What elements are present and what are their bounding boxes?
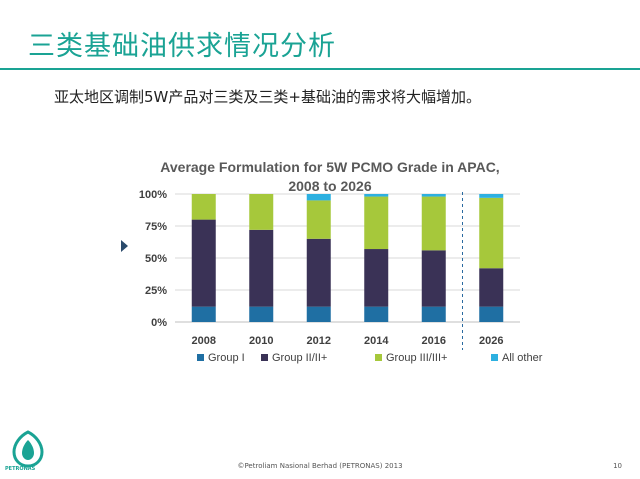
bar-group-i-2010	[249, 306, 274, 322]
x-tick-label: 2014	[364, 335, 389, 347]
bar-all-other-2016	[421, 194, 446, 197]
bar-group-iii-iii--2014	[364, 196, 389, 250]
footer-copyright: ©Petroliam Nasional Berhad (PETRONAS) 20…	[237, 462, 403, 470]
legend-label: All other	[502, 352, 543, 364]
bar-group-iii-iii--2012	[306, 200, 331, 239]
chart-legend: Group I Group II/II+ Group III/III+ All oth…	[197, 352, 543, 364]
bar-group-iii-iii--2016	[421, 196, 446, 251]
title-underline	[0, 68, 640, 70]
bar-group-ii-ii--2008	[191, 219, 216, 307]
bar-series	[191, 194, 504, 322]
x-tick-label: 2010	[249, 335, 273, 347]
chart-title-line-2: 2008 to 2026	[288, 178, 371, 194]
legend-label: Group III/III+	[386, 352, 447, 364]
bar-group-iii-iii--2010	[249, 194, 274, 230]
bar-group-i-2026	[479, 306, 504, 322]
chart-title-line-1: Average Formulation for 5W PCMO Grade in…	[160, 159, 499, 175]
bar-group-ii-ii--2010	[249, 229, 274, 307]
page-number: 10	[613, 462, 622, 470]
slide-title: 三类基础油供求情况分析	[28, 31, 336, 62]
chart-gridlines	[175, 193, 520, 323]
x-tick-label: 2012	[307, 335, 331, 347]
bar-group-i-2012	[306, 306, 331, 322]
x-tick-label: 2026	[479, 335, 503, 347]
bar-group-i-2014	[364, 306, 389, 322]
bar-group-ii-ii--2012	[306, 238, 331, 307]
petronas-logo-icon	[12, 430, 44, 468]
x-axis: 2008 2010 2012 2014 2016 2026	[192, 192, 503, 350]
logo-wordmark: PETRONAS	[5, 466, 36, 472]
x-tick-label: 2016	[422, 335, 446, 347]
y-axis: 0% 25% 50% 75% 100%	[139, 189, 520, 329]
bullet-arrow-icon	[121, 240, 128, 252]
bar-group-i-2008	[191, 306, 216, 322]
bar-all-other-2014	[364, 194, 389, 197]
bar-all-other-2026	[479, 194, 504, 198]
legend-label: Group I	[208, 352, 245, 364]
y-tick-label: 50%	[145, 253, 167, 265]
bar-all-other-2012	[306, 194, 331, 201]
bar-group-i-2016	[421, 306, 446, 322]
legend-swatch	[261, 354, 268, 361]
bar-group-iii-iii--2026	[479, 197, 504, 269]
bar-group-ii-ii--2014	[364, 249, 389, 307]
slide-subtitle: 亚太地区调制5W产品对三类及三类+基础油的需求将大幅增加。	[54, 88, 481, 106]
legend-swatch	[197, 354, 204, 361]
bar-group-iii-iii--2008	[191, 194, 216, 220]
y-tick-label: 75%	[145, 221, 167, 233]
y-tick-label: 25%	[145, 285, 167, 297]
bar-group-ii-ii--2026	[479, 268, 504, 307]
legend-label: Group II/II+	[272, 352, 327, 364]
y-tick-label: 100%	[139, 189, 167, 201]
x-tick-label: 2008	[192, 335, 216, 347]
y-tick-label: 0%	[151, 317, 167, 329]
legend-swatch	[375, 354, 382, 361]
bar-group-ii-ii--2016	[421, 250, 446, 307]
legend-swatch	[491, 354, 498, 361]
